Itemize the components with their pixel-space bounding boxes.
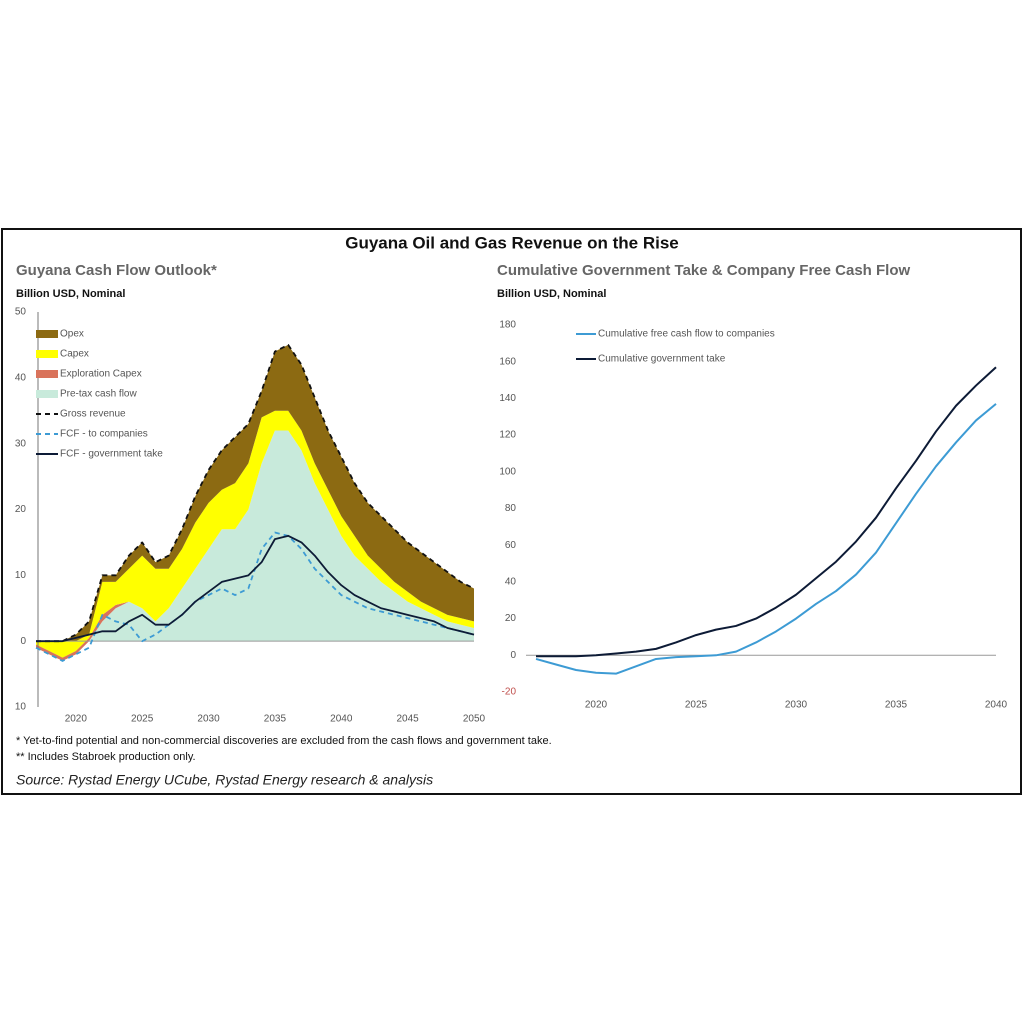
y-tick-label: -20 xyxy=(502,687,517,698)
y-tick-label: 20 xyxy=(505,613,517,624)
x-tick-label: 2040 xyxy=(985,700,1008,711)
y-tick-label: 180 xyxy=(499,320,516,331)
y-tick-label: 20 xyxy=(15,504,27,515)
chart-subtitle: Billion USD, Nominal xyxy=(497,288,606,300)
legend-label: Gross revenue xyxy=(60,409,126,420)
line xyxy=(535,403,997,675)
y-tick-label: 60 xyxy=(505,540,517,551)
y-tick-label: 0 xyxy=(20,636,26,647)
legend-label: Pre-tax cash flow xyxy=(60,389,137,400)
y-tick-label: 40 xyxy=(505,577,517,588)
y-tick-label: 40 xyxy=(15,372,27,383)
legend-label: FCF - to companies xyxy=(60,429,148,440)
legend-label: FCF - government take xyxy=(60,449,163,460)
x-tick-label: 2035 xyxy=(885,700,908,711)
y-tick-label: 10 xyxy=(15,702,27,713)
x-tick-label: 2020 xyxy=(65,714,88,725)
x-tick-label: 2030 xyxy=(785,700,808,711)
legend-label: Cumulative free cash flow to companies xyxy=(598,329,775,340)
x-tick-label: 2020 xyxy=(585,700,608,711)
y-tick-label: 80 xyxy=(505,503,517,514)
legend-label: Exploration Capex xyxy=(60,369,142,380)
legend-label: Capex xyxy=(60,349,89,360)
line xyxy=(536,366,997,658)
legend-swatch xyxy=(36,350,58,358)
y-tick-label: 140 xyxy=(499,393,516,404)
x-tick-label: 2050 xyxy=(463,714,486,725)
chart-title: Guyana Cash Flow Outlook* xyxy=(16,262,217,279)
footnote: * Yet-to-find potential and non-commerci… xyxy=(16,735,552,747)
y-tick-label: 50 xyxy=(15,307,27,318)
source: Source: Rystad Energy UCube, Rystad Ener… xyxy=(16,772,433,788)
x-tick-label: 2030 xyxy=(197,714,220,725)
footnote: ** Includes Stabroek production only. xyxy=(16,751,196,763)
chart-subtitle: Billion USD, Nominal xyxy=(16,288,125,300)
y-tick-label: 30 xyxy=(15,438,27,449)
y-tick-label: 0 xyxy=(510,650,516,661)
area xyxy=(36,430,474,661)
legend-label: Opex xyxy=(60,329,84,340)
line xyxy=(36,534,475,643)
x-tick-label: 2035 xyxy=(264,714,287,725)
page-title: Guyana Oil and Gas Revenue on the Rise xyxy=(345,233,678,252)
x-tick-label: 2025 xyxy=(685,700,708,711)
y-tick-label: 120 xyxy=(499,430,516,441)
chart-title: Cumulative Government Take & Company Fre… xyxy=(497,262,910,279)
legend-swatch xyxy=(36,330,58,338)
x-tick-label: 2045 xyxy=(397,714,420,725)
x-tick-label: 2025 xyxy=(131,714,154,725)
y-tick-label: 160 xyxy=(499,356,516,367)
legend-swatch xyxy=(36,390,58,398)
y-tick-label: 100 xyxy=(499,466,516,477)
legend-label: Cumulative government take xyxy=(598,354,726,365)
area xyxy=(36,410,474,658)
x-tick-label: 2040 xyxy=(330,714,353,725)
frame xyxy=(1,228,1022,795)
legend-swatch xyxy=(36,370,58,378)
y-tick-label: 10 xyxy=(15,570,27,581)
